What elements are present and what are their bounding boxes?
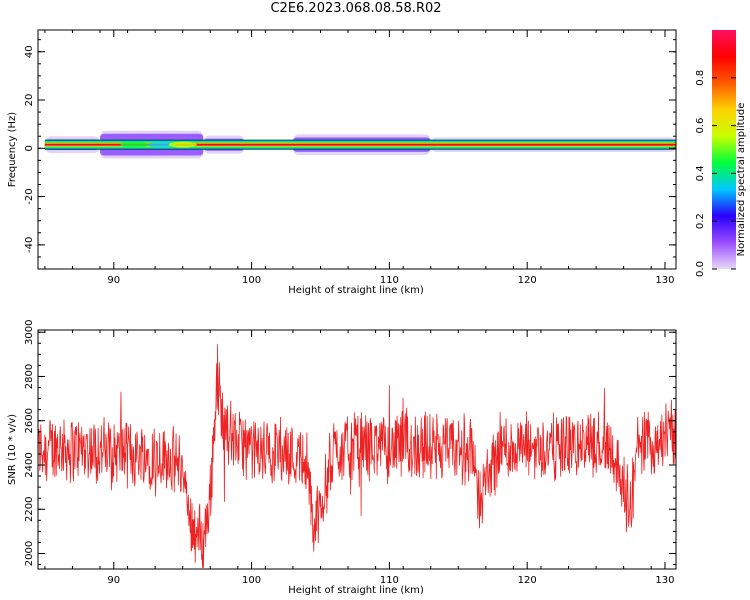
colorbar-label: Normalized spectral amplitude — [736, 103, 747, 257]
spectrum-frame — [37, 29, 677, 270]
x-tick-label: 120 — [518, 575, 537, 586]
band-blob — [148, 141, 177, 148]
x-tick-label: 120 — [518, 275, 537, 286]
y-tick-label: 2800 — [24, 364, 35, 389]
y-tick-label: 2000 — [24, 541, 35, 566]
snr-series-group — [38, 344, 676, 568]
colorbar: 0.0 0.2 0.4 0.6 0.8 Normalized spectral ampli… — [695, 30, 747, 277]
x-tick-label: 110 — [380, 575, 399, 586]
snr-plot: 90 100 110 120 130 2000 2200 2400 2600 2800 3000 He… — [7, 319, 677, 596]
x-tick-label: 100 — [242, 275, 261, 286]
y-axis-label: Frequency (Hz) — [7, 112, 18, 188]
y-tick-label: -40 — [24, 237, 35, 253]
band-blob — [120, 141, 149, 148]
colorbar-tick-label: 0.6 — [695, 118, 706, 134]
y-tick-label: -20 — [24, 188, 35, 204]
snr-series-line — [38, 344, 676, 568]
x-tick-label: 90 — [107, 575, 120, 586]
y-tick-label: 40 — [24, 45, 35, 58]
y-axis-label: SNR (10 * v/v) — [7, 414, 18, 485]
x-axis-label: Height of straight line (km) — [288, 585, 424, 596]
colorbar-tick-label: 0.2 — [695, 213, 706, 229]
y-tick-label: 2200 — [24, 497, 35, 522]
colorbar-tick-label: 0.8 — [695, 70, 706, 86]
heatmap-band — [44, 130, 676, 159]
y-tick-label: 2600 — [24, 408, 35, 433]
x-tick-label: 100 — [242, 575, 261, 586]
y-tick-label: 0 — [24, 145, 35, 151]
x-tick-label: 110 — [380, 275, 399, 286]
y-tick-label: 20 — [24, 94, 35, 107]
y-tick-label: 3000 — [24, 319, 35, 344]
x-tick-label: 90 — [107, 275, 120, 286]
colorbar-tick-label: 0.0 — [695, 261, 706, 277]
page-title: C2E6.2023.068.08.58.R02 — [270, 1, 442, 16]
band-core — [44, 143, 676, 146]
colorbar-gradient — [712, 30, 736, 269]
x-axis-label: Height of straight line (km) — [288, 285, 424, 296]
x-tick-label: 130 — [655, 575, 674, 586]
band-blob — [168, 141, 197, 148]
y-tick-label: 2400 — [24, 452, 35, 477]
snr-frame — [37, 329, 677, 570]
colorbar-tick-label: 0.4 — [695, 165, 706, 181]
spectrum-plot: 90 100 110 120 130 40 20 0 -20 -40 Height of strai… — [7, 29, 677, 296]
x-tick-label: 130 — [655, 275, 674, 286]
